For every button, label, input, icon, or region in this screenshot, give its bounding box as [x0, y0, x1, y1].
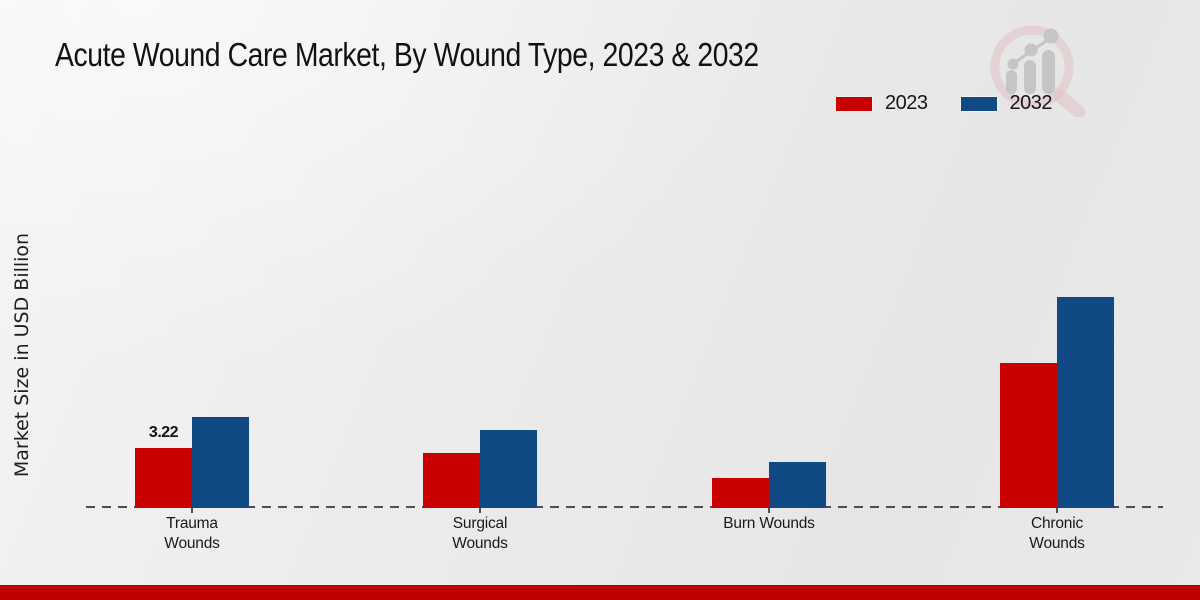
logo-bar-large-icon: [1042, 50, 1055, 94]
x-axis-tick: [768, 508, 770, 513]
category-label-trauma-wounds: Trauma Wounds: [164, 515, 220, 552]
legend-label: 2023: [885, 92, 928, 114]
x-axis-tick: [479, 508, 481, 513]
legend-swatch-icon: [959, 95, 998, 112]
x-axis-tick: [1056, 508, 1058, 513]
magnifier-ring-icon: [990, 25, 1074, 109]
legend-item-2023: 2023: [835, 92, 928, 115]
legend-swatch-icon: [835, 95, 873, 112]
bar-2032-trauma-wounds: [192, 417, 249, 508]
bar-2023-burn-wounds: [712, 478, 769, 508]
logo-dot-2-icon: [1024, 43, 1038, 57]
logo-bar-medium-icon: [1024, 60, 1036, 94]
footer-accent-bar: [0, 585, 1200, 600]
logo-dot-3-icon: [1043, 28, 1059, 44]
bar-2032-burn-wounds: [769, 462, 826, 508]
logo-bar-small-icon: [1006, 70, 1017, 94]
x-axis-baseline: [86, 506, 1163, 508]
bar-2032-surgical-wounds: [480, 430, 537, 508]
bar-2023-trauma-wounds: [135, 448, 192, 508]
bar-2023-surgical-wounds: [423, 453, 480, 508]
bar-value-label: 3.22: [148, 424, 179, 441]
x-axis-tick: [191, 508, 193, 513]
legend-item-2032: 2032: [959, 92, 1053, 115]
chart-title: Acute Wound Care Market, By Wound Type, …: [55, 36, 759, 73]
magnifier-handle-icon: [1053, 89, 1086, 117]
magnifier-growth-logo: [990, 25, 1086, 117]
bar-2023-chronic-wounds: [1000, 363, 1057, 508]
legend: 2023 2032: [835, 92, 1052, 115]
logo-dot-1-icon: [1007, 58, 1019, 70]
category-label-surgical-wounds: Surgical Wounds: [452, 515, 508, 552]
category-label-chronic-wounds: Chronic Wounds: [1029, 515, 1085, 552]
bar-2032-chronic-wounds: [1057, 297, 1114, 508]
legend-label: 2032: [1009, 92, 1053, 114]
category-label-burn-wounds: Burn Wounds: [723, 515, 815, 532]
